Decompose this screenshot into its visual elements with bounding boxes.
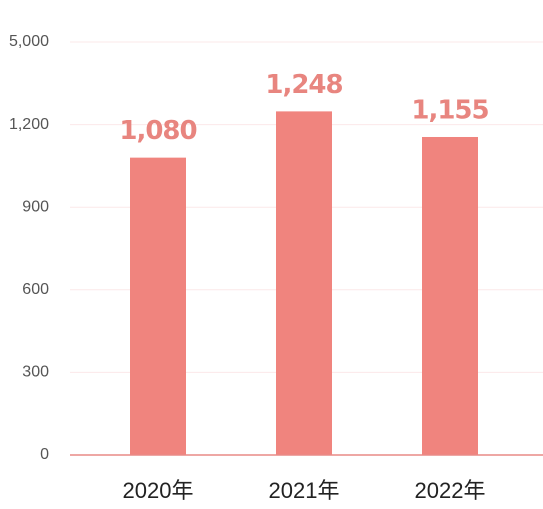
y-tick-label: 900 [22,198,49,215]
y-tick-label: 300 [22,364,49,381]
value-label: 1,080 [119,116,196,146]
bar [422,136,478,456]
y-tick-label: 0 [40,446,49,463]
x-tick-label: 2020年 [123,478,194,503]
bar [130,157,186,455]
value-label: 1,248 [265,70,342,100]
y-tick-label: 600 [22,281,49,298]
value-label: 1,155 [411,95,488,125]
y-tick-label: 5,000 [9,33,49,50]
x-tick-label: 2022年 [415,478,486,503]
y-tick-label: 1,200 [9,116,49,133]
bar [276,111,332,455]
x-tick-label: 2021年 [269,478,340,503]
